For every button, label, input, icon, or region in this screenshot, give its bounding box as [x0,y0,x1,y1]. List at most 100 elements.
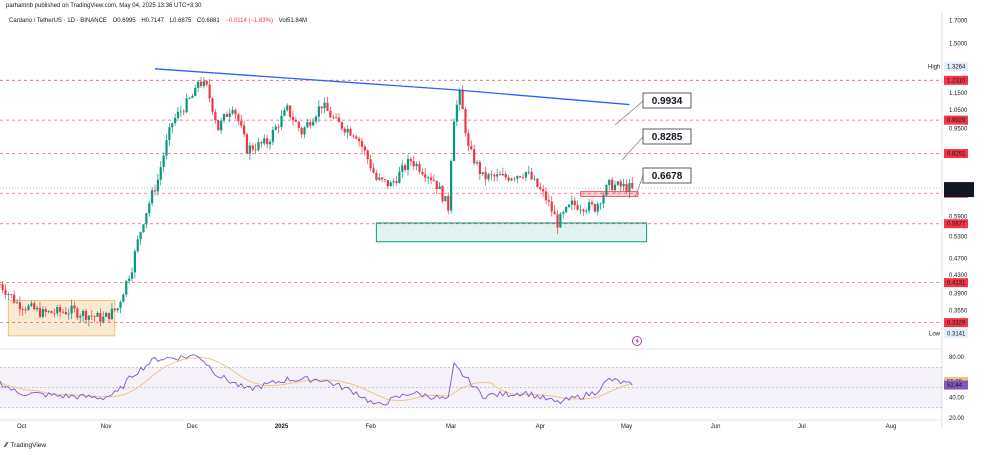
candle-body [231,109,234,114]
candle-body [461,89,464,110]
candle-body [254,149,257,151]
candle-body [383,179,387,181]
candle-body [280,115,283,128]
candle-body [438,186,441,190]
candle-body [208,84,211,99]
candle-body [401,165,404,172]
candle-body [539,186,542,190]
candle-body [217,120,220,131]
candle-body [162,155,165,168]
candle-body [67,313,70,315]
candle-body [484,172,487,180]
volume: Vol51.84M [278,18,308,24]
candle-body [441,186,444,202]
candle-body [596,203,599,212]
candle-body [257,142,260,150]
level-label-bg-4 [944,219,968,229]
candle-body [185,98,188,113]
candle-body [314,116,318,122]
candle-body [64,312,67,315]
last-price-bg [944,182,974,198]
candle-body [283,110,286,116]
symbol-info: Cardano / TetherUS · 1D · BINANCE O0.699… [9,18,311,24]
candle-body [415,163,418,167]
candle-body [424,174,427,178]
time-tick-7: May [621,424,632,430]
candle-body [87,315,90,320]
candle-body [105,312,108,317]
price-tick-2: 1.1500 [949,91,968,97]
candle-body [519,176,522,178]
candle-body [148,203,151,214]
candle-body [473,149,476,164]
level-label-bg-2 [944,149,968,159]
time-tick-5: Mar [446,424,456,430]
last-price-value: 0.6881 [947,185,966,191]
publisher-line: parhamnb published on TradingView.com, M… [6,3,202,9]
candle-body [243,125,246,135]
ohlc-high: H0.7147 [141,18,164,24]
candle-body [570,200,573,205]
candle-body [576,205,579,210]
candle-body [427,177,430,179]
candle-body [335,117,338,119]
candle-body [421,171,424,175]
time-tick-0: Oct [17,424,27,430]
level-label-bg-5 [944,278,968,288]
last-price-countdown: 13:53:52 [947,192,971,198]
candle-body [619,181,622,187]
candle-body [602,195,605,204]
rsi-badge: 52.44 [947,383,963,389]
candle-body [76,308,79,318]
candle-body [36,307,39,310]
price-tick-4: 0.9500 [949,126,968,132]
low-label: Low [929,331,941,337]
candle-body [306,122,309,128]
candle-body [113,308,116,311]
candle-body [179,111,182,113]
time-tick-2: Dec [187,424,198,430]
tradingview-logo-icon: ⁄⁄ [5,442,8,449]
candle-body [450,161,453,211]
level-label-0: 1.2310 [947,78,966,84]
candle-body [389,182,392,187]
price-tick-1: 1.5000 [949,42,968,48]
candle-body [222,114,226,121]
candle-body [590,202,594,205]
candle-body [467,133,470,147]
candle-body [153,190,157,192]
candle-body [291,116,295,121]
candle-body [128,278,131,281]
level-label-bg-1 [944,115,968,125]
candle-body [274,126,277,130]
candle-body [130,272,134,279]
candle-body [386,179,389,187]
candle-body [573,200,576,206]
level-label-2: 0.8292 [947,152,966,158]
symbol-name[interactable]: Cardano / TetherUS · 1D · BINANCE [9,18,107,24]
annotation-pointer-1 [621,136,644,161]
candle-body [343,128,346,133]
candle-body [565,207,568,213]
annotation-pointer-0 [614,100,644,126]
candle-body [470,146,473,150]
candle-body [303,127,306,135]
tradingview-logo: ⁄⁄ TradingView [5,442,47,449]
candle-body [300,127,303,135]
candle-body [7,294,10,296]
candle-body [579,209,582,211]
candle-body [562,212,565,214]
time-tick-8: Jun [711,424,721,430]
candle-body [458,89,461,105]
rsi-badge-bg [944,380,968,390]
lightning-icon-ring [632,336,642,346]
candle-body [536,178,539,187]
candle-body [266,138,269,145]
candle-body [309,122,312,126]
candle-body [151,190,154,204]
candle-body [392,181,395,183]
candle-body [263,138,266,144]
candle-body [15,302,19,304]
high-value-bg [944,61,968,71]
